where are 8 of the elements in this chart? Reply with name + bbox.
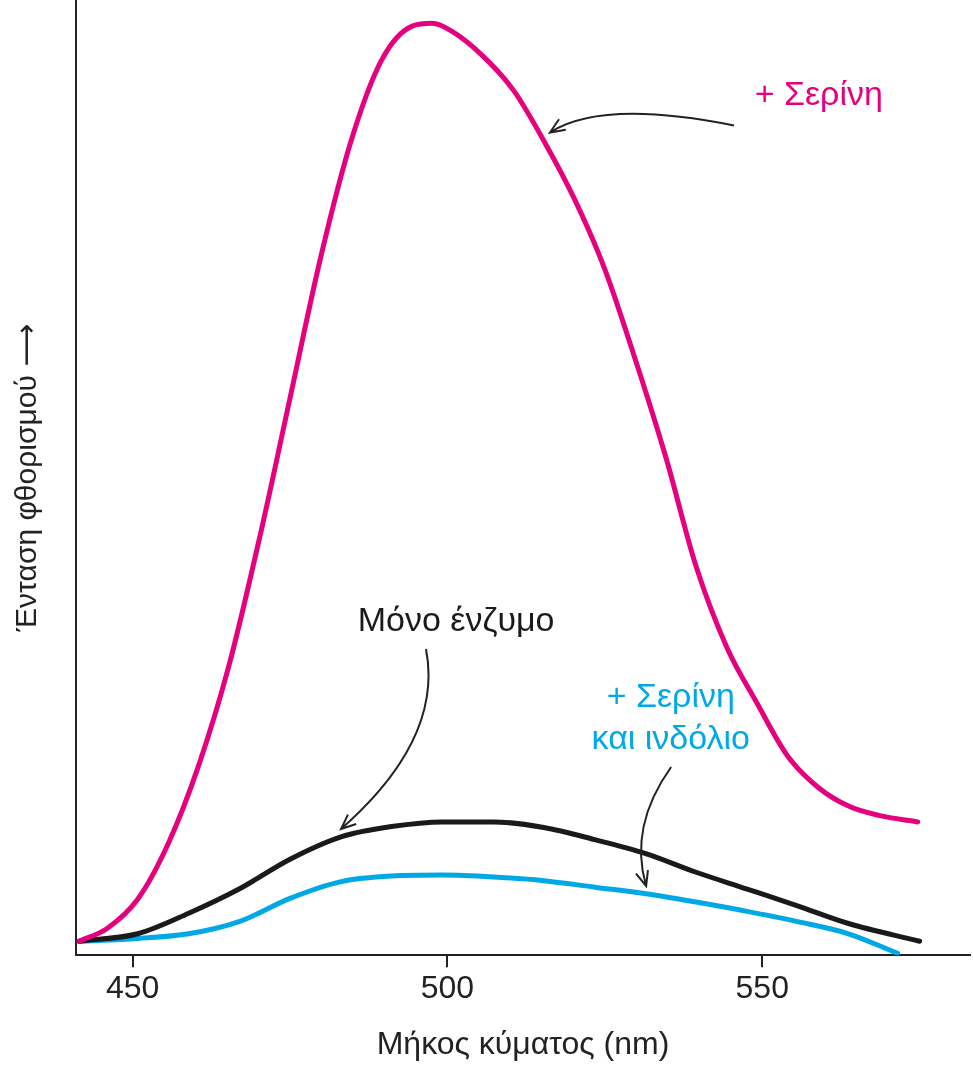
y-axis-title: Ένταση φθορισμού ⟶ [9, 323, 43, 633]
text: Μόνο ένζυμο [357, 600, 555, 639]
x-tick-label: 550 [735, 969, 789, 1006]
text: + Σερίνη και ινδόλιο [591, 676, 750, 757]
x-axis-title: Μήκος κύματος (nm) [376, 1024, 670, 1061]
x-tick-label: 450 [105, 969, 160, 1006]
text: + Σερίνη [754, 74, 883, 113]
x-tick-label: 500 [420, 969, 475, 1006]
